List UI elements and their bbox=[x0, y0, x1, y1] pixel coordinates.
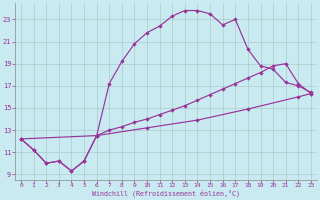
X-axis label: Windchill (Refroidissement éolien,°C): Windchill (Refroidissement éolien,°C) bbox=[92, 190, 240, 197]
